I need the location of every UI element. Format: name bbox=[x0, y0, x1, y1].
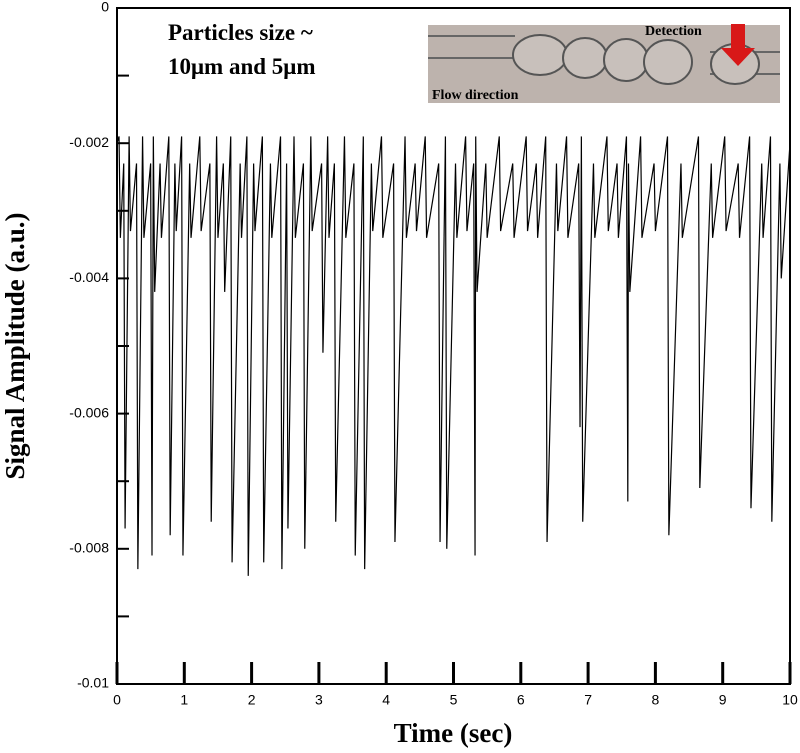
y-tick-label: 0 bbox=[101, 0, 109, 15]
y-tick-label: -0.004 bbox=[69, 269, 109, 285]
y-tick-label: -0.002 bbox=[69, 134, 109, 150]
x-tick-label: 10 bbox=[782, 692, 798, 708]
x-tick-label: 0 bbox=[113, 692, 121, 708]
inset-label: Flow direction bbox=[432, 88, 519, 103]
x-tick-label: 2 bbox=[248, 692, 256, 708]
x-tick-label: 3 bbox=[315, 692, 323, 708]
y-tick-label: -0.008 bbox=[69, 540, 109, 556]
x-tick-label: 6 bbox=[517, 692, 525, 708]
y-tick-label: -0.006 bbox=[69, 404, 109, 420]
x-tick-label: 7 bbox=[584, 692, 592, 708]
x-tick-label: 5 bbox=[450, 692, 458, 708]
x-tick-label: 4 bbox=[382, 692, 390, 708]
plot-frame bbox=[116, 7, 791, 685]
annotation: Particles size ~ bbox=[168, 20, 313, 45]
x-tick-label: 9 bbox=[719, 692, 727, 708]
x-tick-label: 1 bbox=[180, 692, 188, 708]
inset-image bbox=[428, 24, 780, 103]
inset-label: Detection bbox=[645, 24, 702, 39]
x-axis-title: Time (sec) bbox=[394, 718, 513, 748]
annotation: 10μm and 5μm bbox=[168, 54, 315, 79]
signal-line bbox=[116, 136, 791, 576]
x-tick-label: 8 bbox=[652, 692, 660, 708]
y-axis-title: Signal Amplitude (a.u.) bbox=[0, 212, 30, 479]
y-tick-label: -0.01 bbox=[77, 675, 109, 691]
